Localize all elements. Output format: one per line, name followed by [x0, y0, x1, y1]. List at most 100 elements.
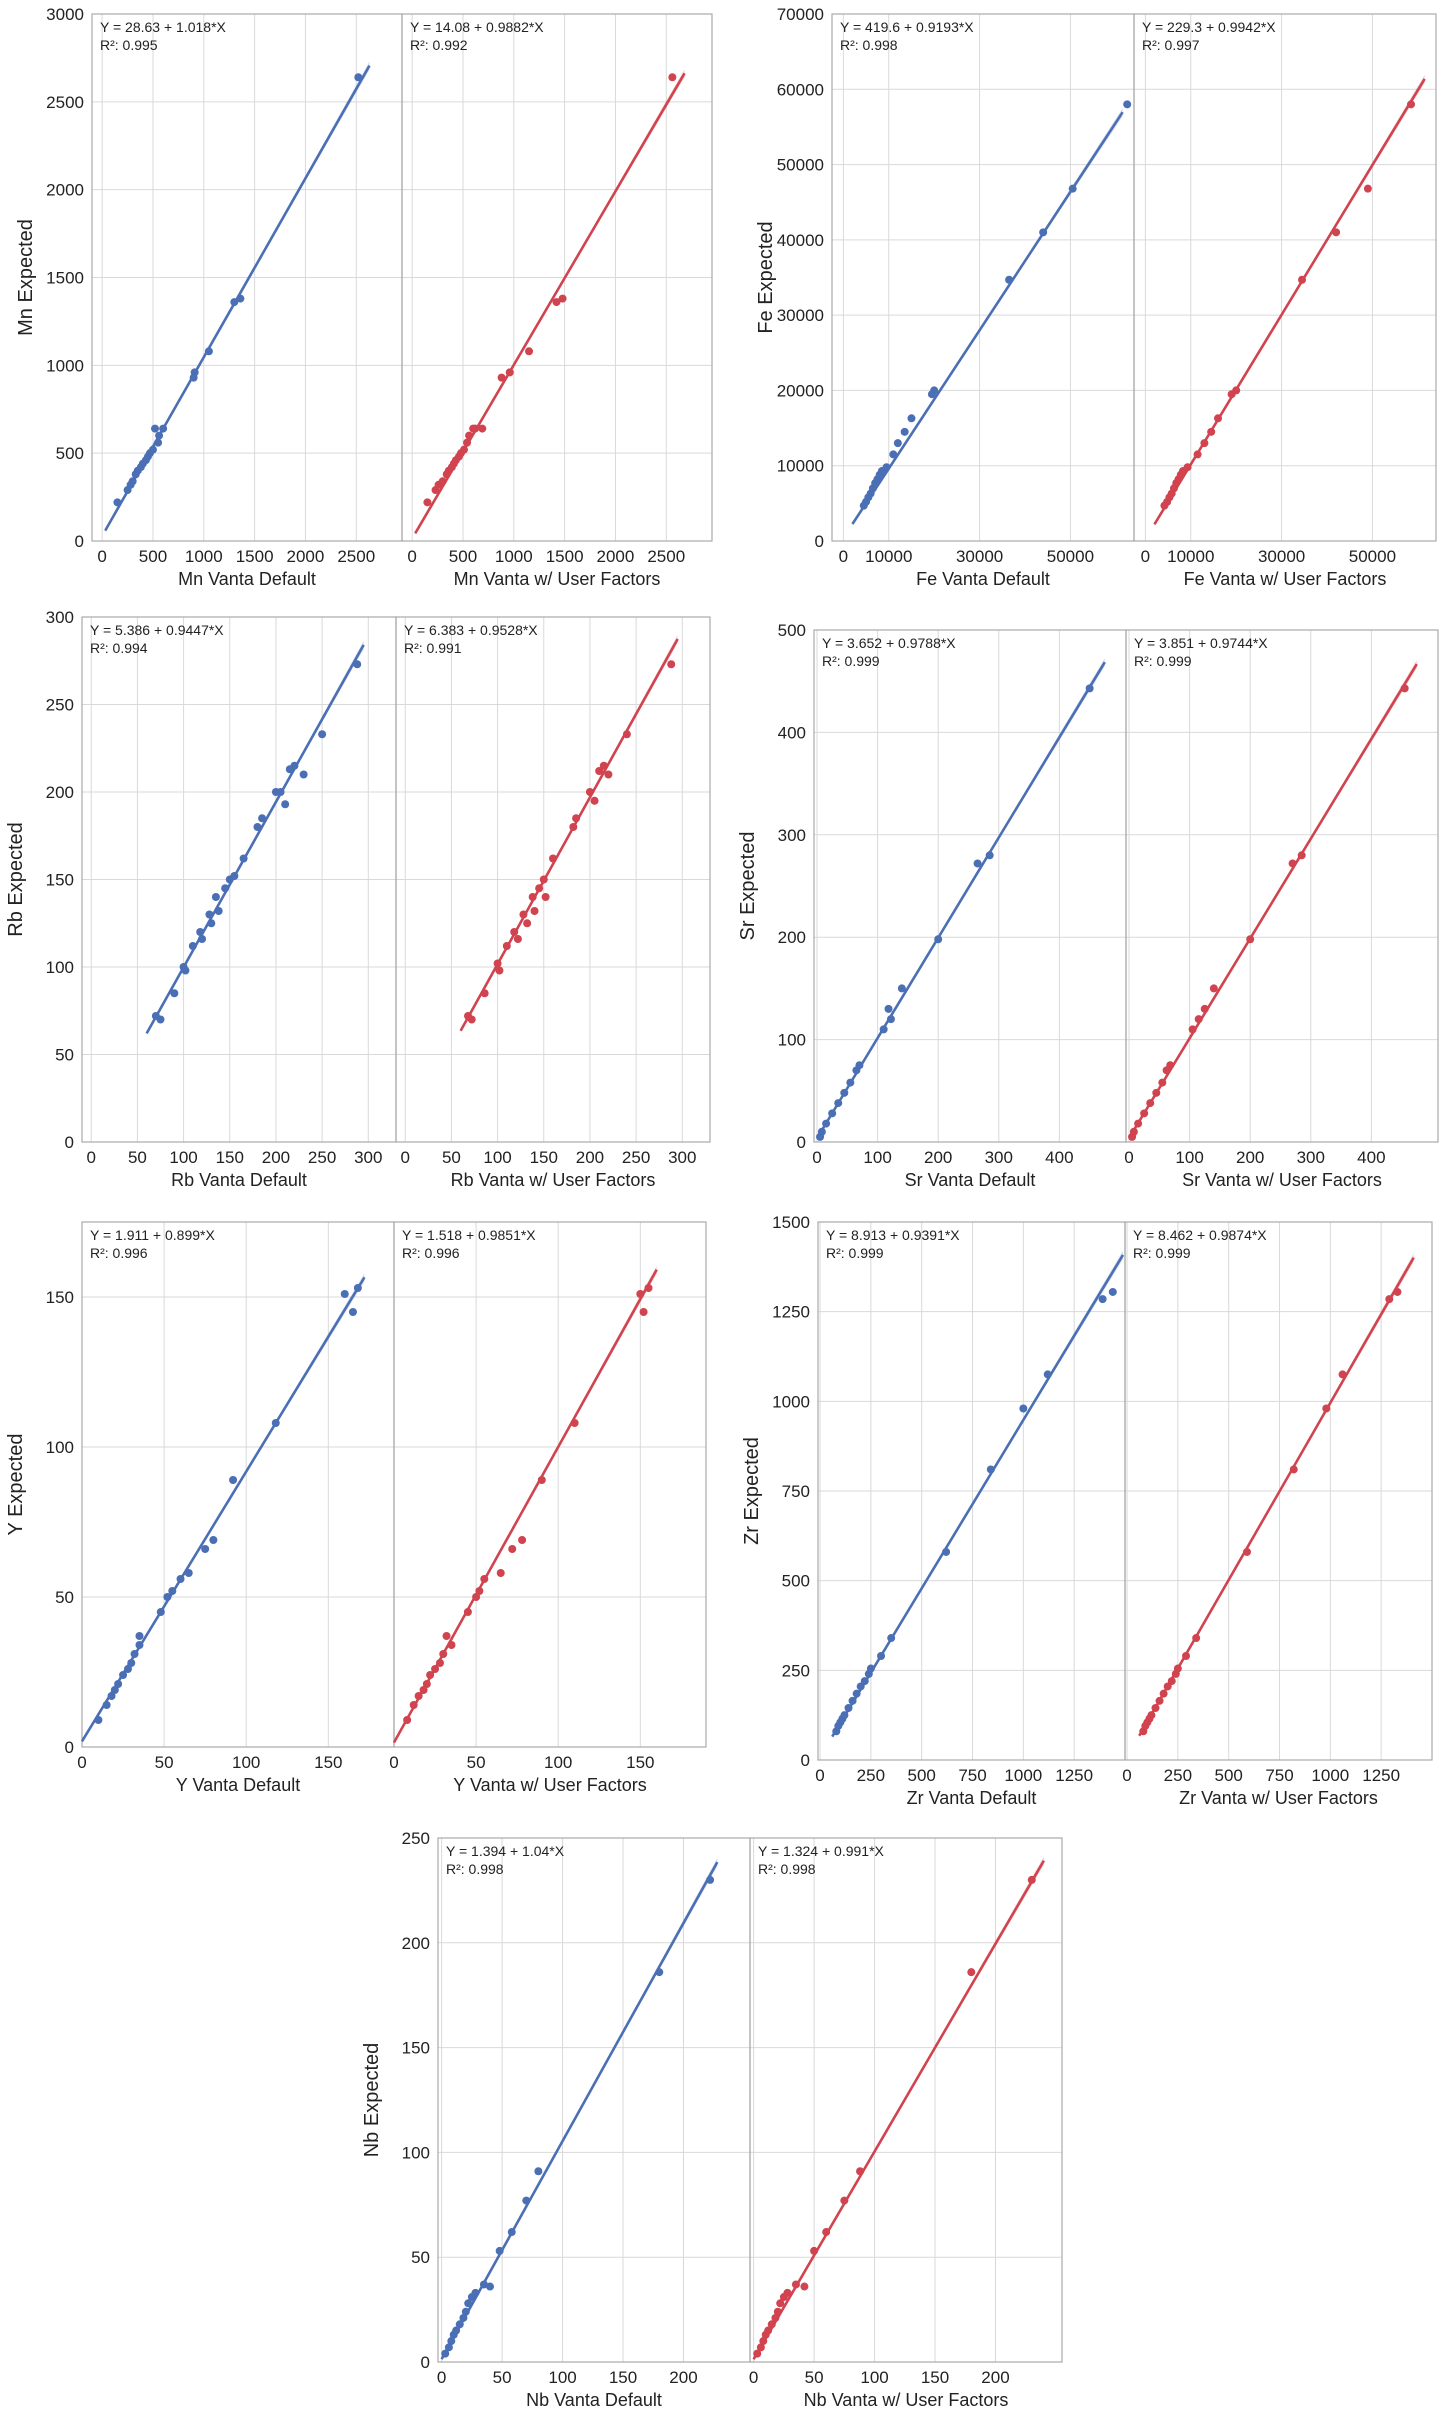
data-point: [552, 298, 561, 307]
data-point: [1289, 1465, 1298, 1474]
panel-mn-1: 0 500 1000 1500 2000 2500 Y = 28.63 + 1.018*X R…: [91, 13, 403, 589]
y-tick-label: 1500: [772, 1213, 810, 1232]
x-tick-label: 1000: [185, 547, 223, 566]
data-point: [467, 1015, 476, 1024]
data-point: [495, 2246, 504, 2255]
data-point: [1297, 851, 1306, 860]
data-point: [168, 1587, 177, 1595]
y-tick-label: 0: [75, 532, 84, 551]
data-point: [848, 1696, 857, 1705]
data-point: [505, 368, 514, 377]
x-tick-label: 300: [1297, 1148, 1325, 1167]
fit-equation: Y = 1.518 + 0.9851*X: [402, 1227, 536, 1243]
data-point: [276, 788, 285, 796]
chart-fe: 0 10000 20000 30000 40000 50000 60000 70000 Fe E…: [755, 5, 1437, 589]
data-point: [1129, 1127, 1138, 1136]
data-point: [866, 1664, 875, 1673]
data-point: [907, 414, 916, 423]
x-tick-label: 400: [1045, 1148, 1073, 1167]
data-point: [463, 438, 472, 447]
data-point: [188, 942, 197, 950]
panel-frame: [1133, 13, 1437, 542]
x-tick-label: 0: [437, 2368, 446, 2387]
y-tick-label: 200: [778, 928, 806, 947]
data-point: [1385, 1295, 1394, 1304]
x-axis-title: Sr Vanta w/ User Factors: [1182, 1170, 1382, 1190]
x-tick-label: 100: [544, 1753, 572, 1772]
data-point: [667, 660, 676, 669]
data-point: [776, 2299, 785, 2308]
x-tick-label: 2000: [287, 547, 325, 566]
x-tick-label: 0: [815, 1766, 824, 1785]
data-point: [572, 814, 581, 823]
fit-equation: Y = 3.652 + 0.9788*X: [822, 635, 956, 651]
data-point: [471, 2288, 480, 2297]
data-point: [463, 1608, 472, 1616]
data-point: [478, 424, 487, 433]
fit-equation: Y = 8.462 + 0.9874*X: [1133, 1227, 1267, 1243]
data-point: [1140, 1109, 1149, 1118]
x-tick-label: 0: [812, 1148, 821, 1167]
data-point: [94, 1716, 103, 1724]
r-squared: R²: 0.994: [90, 640, 148, 656]
data-point: [759, 2337, 768, 2346]
data-point: [767, 2320, 776, 2329]
y-tick-label: 2000: [46, 181, 84, 200]
data-point: [423, 498, 432, 507]
data-point: [523, 919, 532, 928]
data-point: [1068, 184, 1077, 193]
data-point: [986, 1465, 995, 1474]
x-tick-label: 200: [669, 2368, 697, 2387]
x-tick-label: 250: [1164, 1766, 1192, 1785]
y-tick-label: 70000: [777, 5, 824, 24]
data-point: [535, 884, 544, 893]
x-tick-label: 500: [449, 547, 477, 566]
data-point: [1188, 1025, 1197, 1034]
data-point: [1027, 1875, 1036, 1884]
panel-rb-1: 0 50 100 150 200 250 300 Y = 5.386 + 0.9447*X R²…: [81, 616, 397, 1190]
data-point: [860, 1677, 869, 1686]
data-point: [439, 1650, 448, 1658]
data-point: [465, 431, 474, 440]
data-point: [154, 438, 163, 447]
panel-y-1: 0 50 100 150 Y = 1.911 + 0.899*X R²: 0.996 Y V…: [77, 1221, 395, 1795]
chart-nb: 0 50 100 150 200 250 Nb Expected 0 50 100 150 200 Y …: [361, 1829, 1063, 2410]
x-tick-label: 500: [139, 547, 167, 566]
data-point: [846, 1078, 855, 1087]
x-tick-label: 250: [857, 1766, 885, 1785]
data-point: [1322, 1404, 1331, 1413]
data-point: [570, 1419, 579, 1427]
x-tick-label: 200: [1236, 1148, 1264, 1167]
data-point: [1167, 1677, 1176, 1686]
chart-mn: 0 500 1000 1500 2000 2500 3000 Mn Expected 0 500 1…: [15, 5, 713, 589]
data-point: [221, 884, 230, 893]
fit-line: [851, 111, 1124, 525]
fit-equation: Y = 14.08 + 0.9882*X: [410, 19, 544, 35]
r-squared: R²: 0.995: [100, 37, 158, 53]
x-tick-label: 250: [622, 1148, 650, 1167]
data-point: [110, 1686, 119, 1694]
y-tick-label: 0: [815, 532, 824, 551]
fit-equation: Y = 229.3 + 0.9942*X: [1142, 19, 1276, 35]
y-tick-label: 200: [46, 783, 74, 802]
data-point: [791, 2280, 800, 2289]
fit-line: [1127, 663, 1418, 1139]
data-point: [497, 373, 506, 382]
data-point: [840, 2196, 849, 2205]
data-point: [1200, 439, 1209, 448]
data-point: [340, 1290, 349, 1298]
panel-frame: [831, 13, 1135, 542]
data-point: [181, 966, 190, 975]
y-tick-label: 10000: [777, 457, 824, 476]
r-squared: R²: 0.998: [446, 1861, 504, 1877]
x-tick-label: 150: [609, 2368, 637, 2387]
fit-line: [459, 638, 679, 1032]
x-tick-label: 200: [262, 1148, 290, 1167]
panel-frame: [401, 13, 713, 542]
fit-line: [145, 644, 365, 1035]
y-tick-label: 250: [402, 1829, 430, 1848]
data-point: [422, 1680, 431, 1688]
x-tick-label: 0: [1124, 1148, 1133, 1167]
data-point: [817, 1127, 826, 1136]
data-point: [464, 2299, 473, 2308]
